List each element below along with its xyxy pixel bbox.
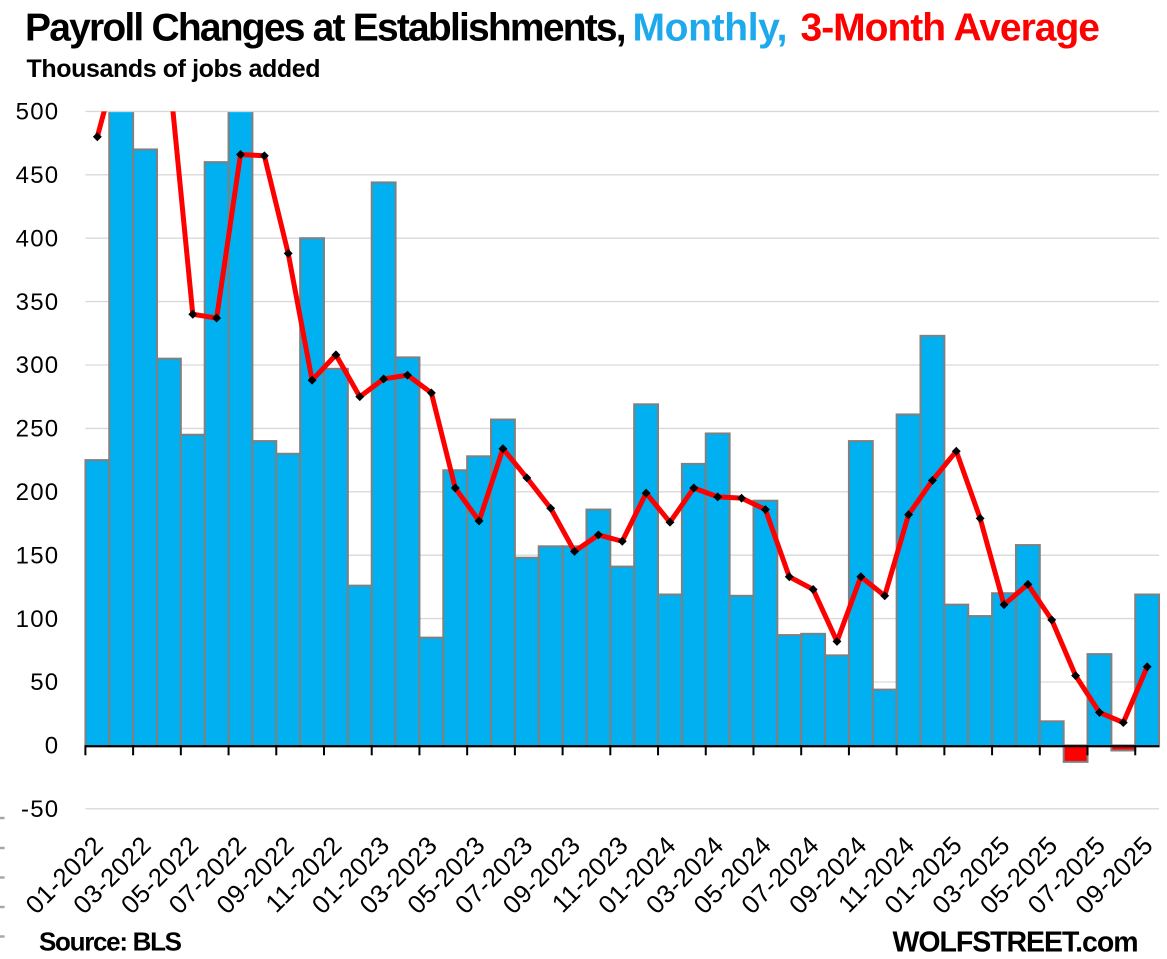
svg-text:Source: BLS: Source: BLS <box>39 926 182 956</box>
svg-text:200: 200 <box>16 479 60 506</box>
svg-text:150: 150 <box>16 542 60 569</box>
svg-text:50: 50 <box>30 669 59 696</box>
svg-text:Monthly,: Monthly, <box>633 7 788 50</box>
svg-text:400: 400 <box>16 225 60 252</box>
svg-text:3-Month Average: 3-Month Average <box>801 7 1100 50</box>
svg-text:-50: -50 <box>21 796 59 823</box>
svg-text:Thousands of jobs added: Thousands of jobs added <box>27 55 321 83</box>
svg-text:350: 350 <box>16 289 60 316</box>
svg-text:100: 100 <box>16 606 60 633</box>
svg-text:250: 250 <box>16 416 60 443</box>
svg-text:300: 300 <box>16 352 60 379</box>
svg-text:450: 450 <box>16 162 60 189</box>
svg-text:500: 500 <box>16 99 60 126</box>
svg-text:0: 0 <box>45 733 60 760</box>
svg-text:WOLFSTREET.com: WOLFSTREET.com <box>893 926 1138 958</box>
svg-text:Payroll Changes at Establishme: Payroll Changes at Establishments, <box>25 7 625 50</box>
